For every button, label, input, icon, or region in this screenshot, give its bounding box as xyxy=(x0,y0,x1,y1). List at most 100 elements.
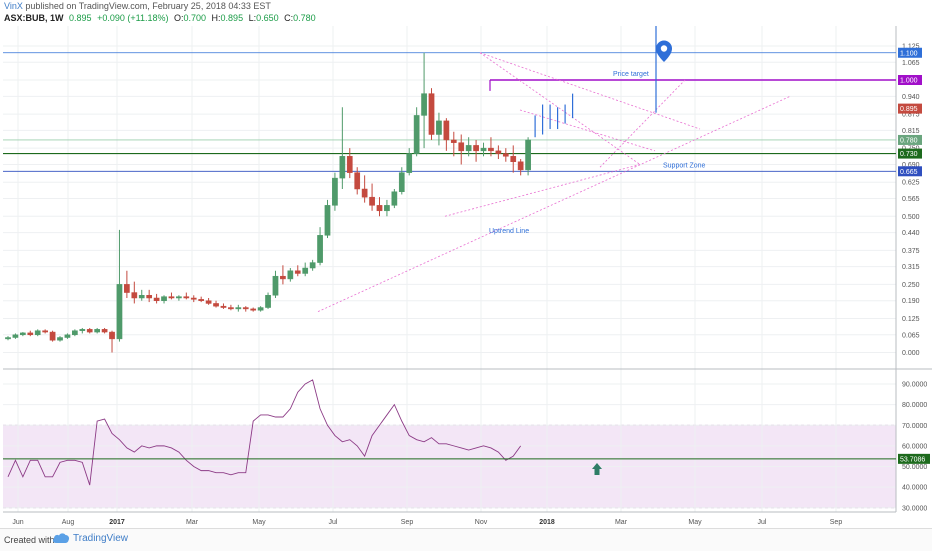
candle[interactable] xyxy=(146,295,153,299)
trend-line xyxy=(479,52,641,165)
candle[interactable] xyxy=(458,142,465,152)
candle[interactable] xyxy=(272,275,279,296)
candle[interactable] xyxy=(473,145,479,152)
trend-line xyxy=(519,109,656,152)
candle[interactable] xyxy=(213,303,219,307)
candle[interactable] xyxy=(168,296,175,299)
x-tick-label: 2018 xyxy=(539,519,555,526)
candle[interactable] xyxy=(190,297,197,300)
candle[interactable] xyxy=(257,307,264,311)
candle[interactable] xyxy=(406,153,413,173)
candle[interactable] xyxy=(265,295,271,308)
rsi-line xyxy=(7,379,522,486)
rsi-tick-label: 50.0000 xyxy=(902,464,927,471)
x-tick-label: Sep xyxy=(401,519,414,526)
candle[interactable] xyxy=(428,93,435,135)
candle[interactable] xyxy=(161,296,167,301)
candle[interactable] xyxy=(176,296,182,299)
candle[interactable] xyxy=(57,337,63,341)
price-label-box xyxy=(898,134,922,145)
price-tick-label: 0.375 xyxy=(902,248,920,255)
candle[interactable] xyxy=(205,300,212,304)
candle[interactable] xyxy=(228,307,234,310)
x-tick-label: 2017 xyxy=(109,519,125,526)
candle[interactable] xyxy=(5,337,11,340)
candle[interactable] xyxy=(354,172,361,190)
candle[interactable] xyxy=(436,120,442,135)
trend-line xyxy=(444,164,641,217)
tradingview-logo[interactable]: TradingView xyxy=(52,532,128,544)
candle[interactable] xyxy=(198,299,205,301)
candle[interactable] xyxy=(34,330,41,336)
price-chart[interactable]: Jun Aug 2017 Mar May Jul Sep Nov 2018 Mar May Jul Se… xyxy=(0,0,932,528)
candle[interactable] xyxy=(443,120,450,141)
candle[interactable] xyxy=(131,292,138,299)
candle[interactable] xyxy=(250,308,257,311)
price-tick-label: 0.875 xyxy=(902,112,920,119)
candle[interactable] xyxy=(517,161,524,171)
price-tick-label: 1.065 xyxy=(902,60,920,67)
candle[interactable] xyxy=(413,115,420,154)
price-tick-label: 0.940 xyxy=(902,94,920,101)
candle[interactable] xyxy=(302,267,309,274)
candle[interactable] xyxy=(109,331,115,340)
candle[interactable] xyxy=(294,270,301,274)
candle[interactable] xyxy=(153,297,160,301)
candle[interactable] xyxy=(480,147,487,152)
candle[interactable] xyxy=(116,284,123,340)
candle[interactable] xyxy=(398,172,405,192)
candle[interactable] xyxy=(502,153,509,157)
candle[interactable] xyxy=(309,262,316,269)
candle[interactable] xyxy=(495,150,502,154)
candle[interactable] xyxy=(94,329,101,333)
location-pin-dot xyxy=(660,45,668,52)
candle[interactable] xyxy=(391,191,398,206)
price-tick-label: 0.000 xyxy=(902,350,920,357)
candle[interactable] xyxy=(79,329,86,331)
candle[interactable] xyxy=(42,330,48,333)
candle[interactable] xyxy=(421,93,427,116)
candle[interactable] xyxy=(72,330,78,336)
candle[interactable] xyxy=(49,331,56,341)
candle[interactable] xyxy=(138,295,145,299)
candle[interactable] xyxy=(339,156,346,179)
candle[interactable] xyxy=(369,196,375,206)
candle[interactable] xyxy=(525,139,531,171)
price-pane[interactable] xyxy=(3,26,896,368)
candle[interactable] xyxy=(376,205,383,212)
candle[interactable] xyxy=(465,145,472,152)
candle[interactable] xyxy=(27,332,34,336)
candle[interactable] xyxy=(235,307,242,310)
x-tick-label: May xyxy=(688,519,702,526)
author-name[interactable]: VinX xyxy=(4,1,23,11)
candle[interactable] xyxy=(361,188,368,198)
candle[interactable] xyxy=(124,284,130,293)
x-tick-label: Mar xyxy=(186,519,199,526)
candle[interactable] xyxy=(86,329,93,333)
low-value: 0.650 xyxy=(256,13,279,23)
price-target-text: Price target xyxy=(613,71,649,78)
candle[interactable] xyxy=(101,329,108,333)
candle[interactable] xyxy=(510,156,517,163)
candle[interactable] xyxy=(183,296,190,299)
candle[interactable] xyxy=(317,235,323,263)
candle[interactable] xyxy=(220,305,227,308)
candle[interactable] xyxy=(450,139,457,143)
price-label-box xyxy=(898,75,922,85)
candle[interactable] xyxy=(324,205,331,236)
candle[interactable] xyxy=(332,177,338,206)
candle[interactable] xyxy=(346,156,353,173)
candle[interactable] xyxy=(287,270,294,280)
rsi-label-text: 53.7086 xyxy=(900,456,925,463)
candle[interactable] xyxy=(12,334,19,338)
rsi-tick-label: 80.0000 xyxy=(902,402,927,409)
candle[interactable] xyxy=(64,334,71,338)
candle[interactable] xyxy=(20,332,26,336)
high-value: 0.895 xyxy=(220,13,244,23)
candle[interactable] xyxy=(280,275,286,280)
created-with-label: Created with xyxy=(4,535,55,545)
low-label: L: xyxy=(248,13,257,23)
candle[interactable] xyxy=(242,307,249,310)
candle[interactable] xyxy=(488,147,494,152)
candle[interactable] xyxy=(384,205,390,212)
